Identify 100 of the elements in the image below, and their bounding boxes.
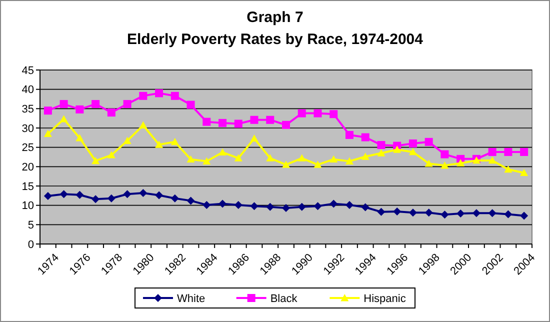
- point: [155, 89, 164, 98]
- legend-label: White: [177, 292, 206, 305]
- point: [504, 210, 512, 218]
- point: [155, 191, 164, 200]
- y-tick-label: 40: [22, 84, 34, 96]
- point: [107, 194, 116, 202]
- point: [44, 130, 52, 137]
- point: [218, 200, 227, 208]
- point: [92, 156, 100, 164]
- point: [408, 139, 417, 148]
- point: [202, 157, 211, 164]
- point: [424, 208, 433, 217]
- point: [250, 202, 258, 210]
- y-tick-label: 0: [28, 238, 34, 251]
- point: [107, 108, 116, 117]
- point: [408, 148, 417, 156]
- point: [44, 106, 52, 115]
- point: [186, 155, 195, 163]
- point: [76, 105, 84, 114]
- y-tick-label: 30: [22, 122, 34, 135]
- point: [520, 148, 528, 156]
- point: [504, 165, 512, 173]
- point: [123, 136, 132, 144]
- point: [345, 200, 354, 209]
- point: [186, 196, 195, 205]
- legend-label: Black: [270, 292, 298, 305]
- point: [60, 190, 68, 198]
- point: [488, 209, 496, 218]
- point: [314, 109, 322, 118]
- point: [202, 118, 211, 126]
- point: [266, 202, 274, 211]
- point: [504, 148, 512, 156]
- point: [377, 208, 386, 216]
- point: [170, 194, 179, 202]
- point: [345, 130, 354, 139]
- point: [330, 200, 338, 208]
- point: [345, 157, 354, 164]
- y-tick-label: 10: [22, 200, 34, 212]
- point: [170, 92, 179, 100]
- y-tick-label: 25: [22, 142, 34, 154]
- point: [456, 159, 465, 166]
- point: [234, 200, 242, 209]
- point: [170, 138, 179, 146]
- point: [60, 115, 68, 122]
- point: [298, 154, 306, 162]
- point: [488, 156, 496, 164]
- point: [266, 116, 274, 124]
- y-tick-label: 20: [22, 162, 34, 174]
- point: [314, 160, 322, 168]
- point: [440, 162, 449, 169]
- point: [440, 210, 449, 219]
- point: [186, 100, 195, 109]
- point: [377, 149, 386, 156]
- y-tick-label: 35: [22, 104, 34, 116]
- point: [139, 188, 148, 197]
- y-tick-label: 5: [28, 220, 34, 232]
- point: [440, 150, 449, 158]
- point: [330, 110, 338, 118]
- point: [60, 100, 68, 108]
- point: [92, 195, 100, 204]
- legend-label: Hispanic: [364, 292, 406, 305]
- point: [202, 200, 211, 209]
- chart-title: Graph 7: [246, 9, 304, 26]
- point: [520, 168, 528, 176]
- point: [250, 116, 258, 124]
- point: [92, 100, 100, 108]
- point: [424, 138, 433, 146]
- point: [139, 92, 148, 100]
- point: [44, 192, 52, 200]
- chart-subtitle: Elderly Poverty Rates by Race, 1974-2004: [126, 31, 424, 48]
- point: [456, 209, 465, 218]
- point: [393, 146, 402, 153]
- point: [76, 190, 84, 199]
- point: [266, 154, 274, 162]
- point: [298, 109, 306, 118]
- point: [123, 190, 132, 198]
- point: [107, 151, 116, 158]
- point: [234, 154, 242, 162]
- point: [361, 203, 370, 212]
- point: [520, 212, 528, 220]
- point: [76, 134, 84, 142]
- y-tick-label: 15: [22, 180, 34, 193]
- point: [282, 204, 290, 212]
- point: [250, 134, 258, 142]
- point: [123, 100, 132, 108]
- point: [377, 141, 386, 150]
- point: [282, 160, 290, 168]
- point: [155, 140, 164, 148]
- point: [298, 202, 306, 211]
- point: [218, 118, 227, 127]
- point: [424, 160, 433, 167]
- point: [408, 208, 417, 217]
- point: [314, 202, 322, 210]
- point: [139, 121, 148, 128]
- point: [472, 209, 480, 218]
- point: [361, 152, 370, 160]
- point: [393, 208, 402, 216]
- point: [218, 148, 227, 156]
- point: [488, 148, 496, 156]
- point: [234, 120, 242, 128]
